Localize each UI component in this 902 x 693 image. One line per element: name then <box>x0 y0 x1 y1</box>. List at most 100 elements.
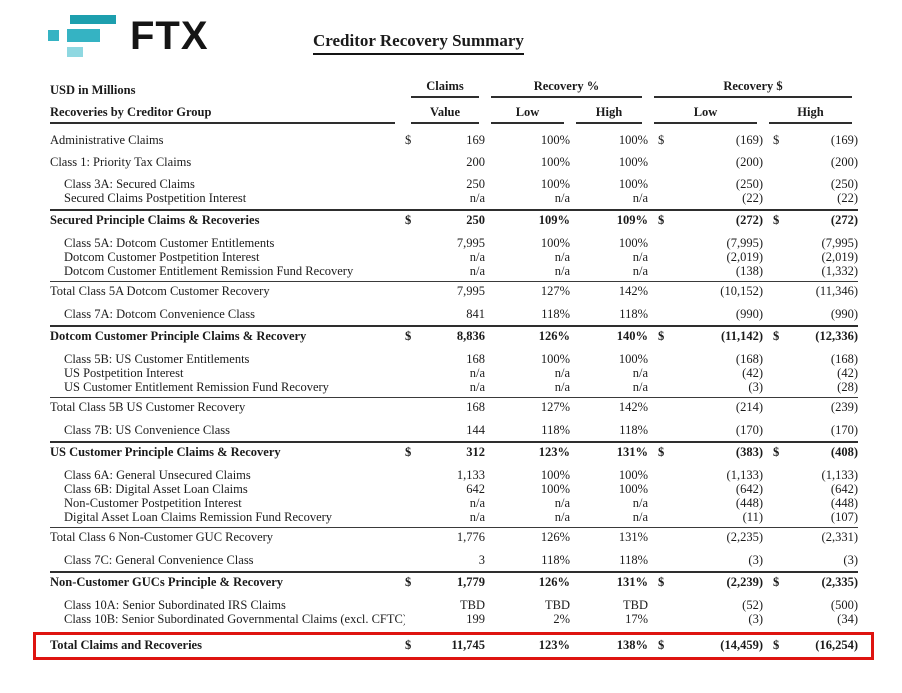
table-row: US Customer Entitlement Remission Fund R… <box>50 380 858 394</box>
recovery-usd-low: (168) <box>735 352 763 366</box>
recovery-usd-low: (200) <box>735 155 763 169</box>
header-usd-in-millions: USD in Millions <box>50 83 136 97</box>
table-row: Total Class 5B US Customer Recovery 168 … <box>50 397 858 415</box>
recovery-usd-low: (272) <box>735 213 763 227</box>
logo-square-left <box>48 30 59 41</box>
recovery-usd-high: (42) <box>837 366 858 380</box>
recovery-usd-high: (239) <box>830 400 858 414</box>
recovery-usd-high: (107) <box>830 510 858 524</box>
recovery-pct-low: 2% <box>553 612 570 626</box>
claims-value: 200 <box>466 155 485 169</box>
recovery-pct-high: 100% <box>618 155 648 169</box>
header-usd-high: High <box>769 105 852 124</box>
row-label: Class 5A: Dotcom Customer Entitlements <box>64 236 275 250</box>
recovery-pct-low: 118% <box>541 553 570 567</box>
recovery-usd-high: (272) <box>830 213 858 227</box>
recovery-pct-low: TBD <box>545 598 570 612</box>
row-label: Total Class 5A Dotcom Customer Recovery <box>50 284 270 298</box>
row-label: Non-Customer GUCs Principle & Recovery <box>50 575 284 589</box>
recovery-usd-high: (169) <box>830 133 858 147</box>
recovery-pct-high: 138% <box>616 638 648 652</box>
table-row: Class 5A: Dotcom Customer Entitlements 7… <box>50 236 858 250</box>
recovery-pct-low: 100% <box>540 352 570 366</box>
claims-value: 11,745 <box>451 638 485 652</box>
recovery-pct-low: n/a <box>554 496 570 510</box>
recovery-pct-high: n/a <box>632 191 648 205</box>
table-row: Non-Customer Postpetition Interest n/a n… <box>50 496 858 510</box>
claims-dollar-sign: $ <box>405 133 412 147</box>
row-label: Secured Claims Postpetition Interest <box>64 191 247 205</box>
recovery-pct-high: 100% <box>618 236 648 250</box>
recovery-pct-low: 100% <box>540 177 570 191</box>
recovery-usd-low-dollar-sign: $ <box>658 133 665 147</box>
claims-value: n/a <box>469 496 485 510</box>
table-row: Secured Claims Postpetition Interest n/a… <box>50 191 858 205</box>
row-label: Class 10B: Senior Subordinated Governmen… <box>64 612 405 626</box>
claims-value: 8,836 <box>456 329 485 343</box>
recovery-pct-high: 118% <box>619 423 648 437</box>
recovery-usd-high: (16,254) <box>815 638 858 652</box>
table-row: Total Claims and Recoveries $ 11,745 123… <box>50 638 858 653</box>
table-row: Class 7B: US Convenience Class 144 118% … <box>50 423 858 437</box>
ftx-wordmark: FTX <box>130 14 209 58</box>
claims-value: 642 <box>466 482 485 496</box>
table-row: Class 6A: General Unsecured Claims 1,133… <box>50 468 858 482</box>
recovery-pct-low: n/a <box>554 250 570 264</box>
recovery-usd-high: (2,331) <box>821 530 858 544</box>
ftx-logo-icon <box>48 14 118 60</box>
table-row: Dotcom Customer Principle Claims & Recov… <box>50 325 858 344</box>
recovery-usd-low: (214) <box>735 400 763 414</box>
recovery-usd-high: (12,336) <box>815 329 858 343</box>
recovery-pct-low: 123% <box>538 445 570 459</box>
recovery-usd-low-dollar-sign: $ <box>658 575 665 589</box>
recovery-pct-low: 100% <box>540 236 570 250</box>
claims-value: n/a <box>469 380 485 394</box>
logo-square-bottom <box>67 47 83 57</box>
recovery-usd-high: (22) <box>837 191 858 205</box>
row-label: Total Class 5B US Customer Recovery <box>50 400 246 414</box>
row-label: Dotcom Customer Entitlement Remission Fu… <box>64 264 354 278</box>
recovery-pct-low: 100% <box>540 468 570 482</box>
recovery-usd-low: (22) <box>742 191 763 205</box>
claims-value: n/a <box>469 264 485 278</box>
table-row: Class 10A: Senior Subordinated IRS Claim… <box>50 598 858 612</box>
claims-value: n/a <box>469 510 485 524</box>
header-recoveries-by-creditor-group: Recoveries by Creditor Group <box>50 105 395 124</box>
recovery-usd-high-dollar-sign: $ <box>773 575 780 589</box>
claims-value: n/a <box>469 250 485 264</box>
row-label: Class 3A: Secured Claims <box>64 177 195 191</box>
recovery-pct-low: 100% <box>540 133 570 147</box>
recovery-pct-low: 127% <box>540 284 570 298</box>
row-label: US Postpetition Interest <box>64 366 184 380</box>
claims-value: 169 <box>466 133 485 147</box>
table-row: Digital Asset Loan Claims Remission Fund… <box>50 510 858 524</box>
recovery-usd-high: (500) <box>830 598 858 612</box>
claims-value: n/a <box>469 366 485 380</box>
logo-bar-middle <box>67 29 100 42</box>
recovery-pct-low: 100% <box>540 482 570 496</box>
recovery-pct-high: 131% <box>616 445 648 459</box>
row-label: Class 6B: Digital Asset Loan Claims <box>64 482 248 496</box>
recovery-usd-high-dollar-sign: $ <box>773 213 780 227</box>
recovery-usd-low-dollar-sign: $ <box>658 213 665 227</box>
row-label: US Customer Entitlement Remission Fund R… <box>64 380 329 394</box>
table-row: Class 3A: Secured Claims 250 100% 100% (… <box>50 177 858 191</box>
recovery-usd-high: (2,019) <box>821 250 858 264</box>
recovery-pct-high: 131% <box>616 575 648 589</box>
recovery-usd-low: (14,459) <box>720 638 763 652</box>
claims-dollar-sign: $ <box>405 445 412 459</box>
header-claims-value: Value <box>411 105 479 124</box>
recovery-pct-high: 17% <box>625 612 648 626</box>
claims-dollar-sign: $ <box>405 213 412 227</box>
claims-value: 250 <box>466 177 485 191</box>
recovery-usd-high: (11,346) <box>815 284 858 298</box>
recovery-usd-high-dollar-sign: $ <box>773 638 780 652</box>
claims-value: 1,776 <box>456 530 485 544</box>
recovery-pct-high: n/a <box>632 264 648 278</box>
recovery-usd-low: (642) <box>735 482 763 496</box>
recovery-usd-low-dollar-sign: $ <box>658 329 665 343</box>
claims-value: 7,995 <box>456 284 485 298</box>
recovery-usd-low: (3) <box>748 380 763 394</box>
claims-value: 1,779 <box>456 575 485 589</box>
